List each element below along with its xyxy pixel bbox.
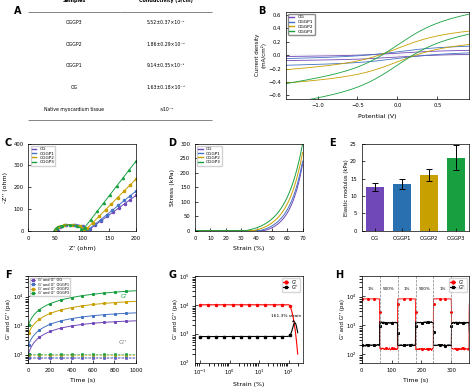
Text: D: D bbox=[168, 138, 176, 148]
Text: C: C bbox=[5, 138, 12, 148]
Y-axis label: -Z'' (ohm): -Z'' (ohm) bbox=[3, 172, 8, 203]
Legend: G' and G'' OG, G' and G'' OGGP1, G' and G'' OGGP2, G' and G'' OGGP3: G' and G'' OG, G' and G'' OGGP1, G' and … bbox=[30, 278, 70, 296]
Text: 500%: 500% bbox=[419, 287, 430, 291]
Text: 161.3% strain: 161.3% strain bbox=[271, 314, 301, 322]
Text: A: A bbox=[14, 5, 21, 16]
Text: 1%: 1% bbox=[403, 287, 410, 291]
X-axis label: Strain (%): Strain (%) bbox=[233, 383, 264, 387]
Legend: OG, OGGP1, OGGP2, OGGP3: OG, OGGP1, OGGP2, OGGP3 bbox=[197, 146, 222, 166]
Legend: G', G'': G', G'' bbox=[449, 278, 467, 292]
Text: G: G bbox=[168, 270, 176, 280]
Text: B: B bbox=[258, 5, 265, 16]
Text: G'': G'' bbox=[118, 340, 128, 345]
Text: 500%: 500% bbox=[455, 287, 466, 291]
Legend: G', G'': G', G'' bbox=[282, 278, 300, 292]
Y-axis label: G' and G'' (pa): G' and G'' (pa) bbox=[173, 299, 178, 339]
Legend: OG, OGGP1, OGGP2, OGGP3: OG, OGGP1, OGGP2, OGGP3 bbox=[30, 146, 55, 166]
X-axis label: Potential (V): Potential (V) bbox=[358, 114, 397, 119]
Legend: OG, OGGP1, OGGP2, OGGP3: OG, OGGP1, OGGP2, OGGP3 bbox=[288, 14, 315, 35]
X-axis label: Z' (ohm): Z' (ohm) bbox=[69, 246, 96, 251]
X-axis label: Time (s): Time (s) bbox=[70, 378, 95, 383]
Text: 1%: 1% bbox=[439, 287, 446, 291]
X-axis label: Time (s): Time (s) bbox=[403, 378, 428, 383]
Text: 1%: 1% bbox=[367, 287, 374, 291]
Bar bbox=[447, 158, 465, 230]
Text: E: E bbox=[329, 138, 336, 148]
Bar bbox=[366, 187, 384, 230]
X-axis label: Strain (%): Strain (%) bbox=[233, 246, 264, 251]
Text: 500%: 500% bbox=[383, 287, 394, 291]
Y-axis label: Stress (kPa): Stress (kPa) bbox=[170, 169, 174, 206]
Text: H: H bbox=[335, 270, 343, 280]
Y-axis label: Elastic modulus (kPa): Elastic modulus (kPa) bbox=[344, 159, 349, 216]
Text: F: F bbox=[5, 270, 11, 280]
Text: G': G' bbox=[120, 294, 128, 298]
Y-axis label: G' and G'' (pa): G' and G'' (pa) bbox=[6, 299, 11, 339]
Y-axis label: Current density
(mA/cm²): Current density (mA/cm²) bbox=[255, 34, 266, 76]
Y-axis label: G' and G'' (pa): G' and G'' (pa) bbox=[340, 299, 345, 339]
Bar bbox=[420, 175, 438, 230]
Bar bbox=[393, 184, 411, 230]
